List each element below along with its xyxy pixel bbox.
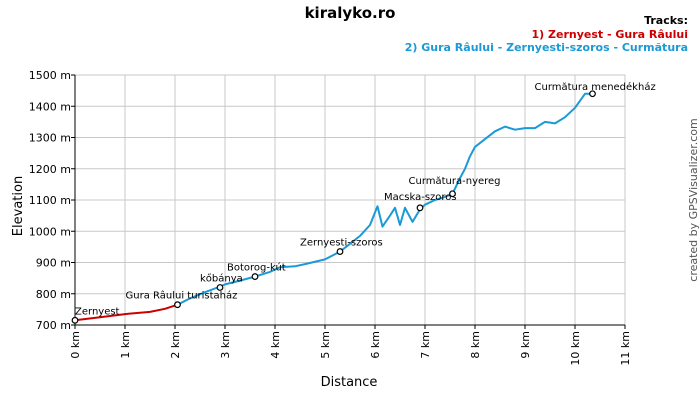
x-tick-label: 2 km (169, 331, 182, 359)
x-tick-label: 7 km (419, 331, 432, 359)
y-tick-label: 1000 m (29, 225, 71, 238)
series-line-1 (74, 303, 178, 322)
waypoint-label: Macska-szoros (384, 192, 457, 203)
legend-heading: Tracks: (644, 14, 688, 27)
y-tick-label: 1500 m (29, 69, 71, 82)
waypoint-marker (416, 204, 424, 212)
y-tick-label: 700 m (36, 319, 71, 332)
waypoint-marker (589, 90, 596, 98)
waypoint-marker (71, 316, 79, 324)
x-tick-label: 0 km (69, 331, 82, 359)
axes: 0 km 1 km 2 km 3 km 4 km 5 km 6 km 7 km 8 km 9 km… (29, 69, 632, 366)
x-tick-label: 8 km (469, 331, 482, 359)
y-tick-label: 1400 m (29, 100, 71, 113)
y-tick-label: 1100 m (29, 194, 71, 207)
x-tick-label: 4 km (269, 331, 282, 359)
x-tick-label: 9 km (519, 331, 532, 359)
waypoint-label: Curmătura-nyereg (409, 176, 501, 187)
waypoint-label: Gura Râului turistaház (126, 290, 238, 302)
waypoint-marker (216, 284, 224, 291)
y-tick-label: 1200 m (29, 163, 71, 176)
waypoint-label: Curmătura menedékház (535, 81, 656, 93)
y-axis-label: Elevation (11, 176, 26, 236)
x-tick-label: 5 km (319, 331, 332, 359)
waypoint-label: kőbánya (200, 273, 243, 285)
x-tick-label: 11 km (619, 331, 632, 366)
waypoint-label: Zernyest (75, 306, 120, 317)
legend-item-track-1: 1) Zernyest - Gura Râului (532, 28, 689, 41)
series-line-2 (177, 92, 593, 306)
waypoint-marker (174, 301, 181, 309)
chart-title: kiralyko.ro (305, 4, 396, 22)
waypoint-marker (336, 248, 344, 255)
x-axis-label: Distance (321, 375, 378, 390)
waypoint-marker (449, 190, 456, 198)
y-tick-label: 900 m (36, 257, 71, 270)
series-layer (74, 92, 593, 322)
x-tick-label: 1 km (119, 331, 132, 359)
waypoint-label: Botorog-kút (227, 262, 286, 274)
x-tick-label: 10 km (569, 331, 582, 366)
y-tick-label: 1300 m (29, 132, 71, 145)
waypoint-label: Zernyesti-szoros (300, 238, 383, 249)
grid (74, 74, 626, 326)
annotations: Zernyest Gura Râului turistaház kőbányaBot… (71, 81, 656, 324)
waypoint-marker (251, 273, 259, 280)
credit-text: created by GPSVisualizer.com (687, 118, 700, 281)
legend-item-track-2: 2) Gura Râului - Zernyesti-szoros - Curm… (405, 41, 688, 54)
y-tick-label: 800 m (36, 288, 71, 301)
x-tick-label: 3 km (219, 331, 232, 359)
x-tick-label: 6 km (369, 331, 382, 359)
